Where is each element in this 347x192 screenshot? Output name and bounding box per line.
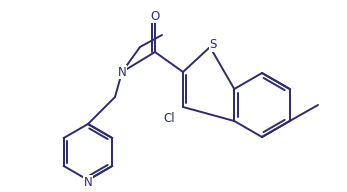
Text: N: N <box>84 175 92 189</box>
Text: O: O <box>150 9 160 22</box>
Text: Cl: Cl <box>163 113 175 126</box>
Text: N: N <box>118 65 126 79</box>
Text: S: S <box>209 39 217 51</box>
